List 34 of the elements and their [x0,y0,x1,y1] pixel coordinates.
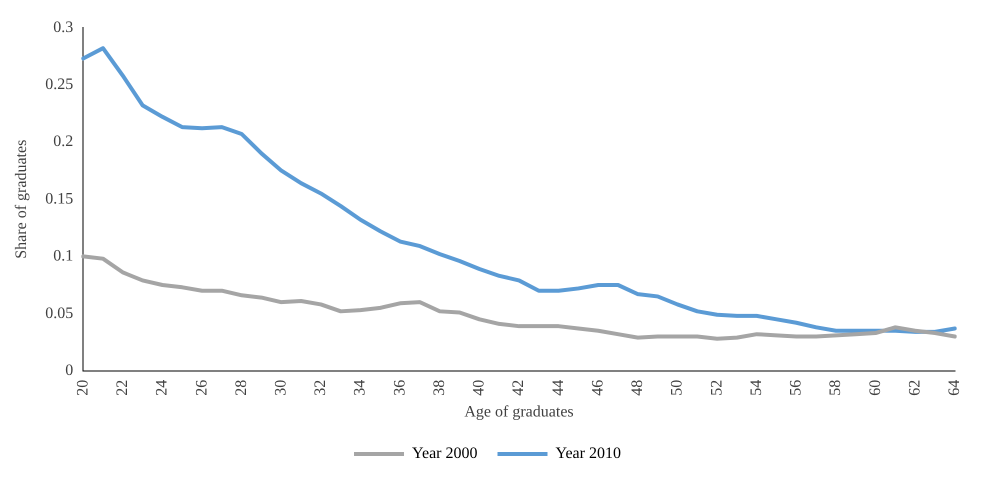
x-tick-label: 24 [154,380,171,396]
x-tick-label: 32 [312,380,330,396]
y-tick-label: 0.3 [53,18,74,36]
y-tick-label: 0.1 [53,248,74,265]
y-tick-label: 0.05 [45,304,74,322]
y-tick-label: 0.25 [45,76,74,94]
x-tick-label: 22 [114,380,132,396]
legend-label: Year 2010 [556,445,621,462]
x-tick-label: 64 [946,380,964,396]
x-tick-label: 34 [352,380,369,396]
x-tick-label: 50 [668,380,686,396]
x-tick-label: 62 [906,380,924,396]
x-tick-label: 46 [589,380,606,396]
x-tick-label: 38 [430,380,448,396]
x-tick-label: 60 [866,380,884,396]
x-tick-label: 40 [470,380,488,396]
y-tick-label: 0.15 [45,190,74,208]
y-tick-label: 0 [65,362,74,380]
x-axis-title: Age of graduates [464,404,574,421]
x-tick-label: 26 [193,380,210,396]
x-tick-label: 44 [550,380,567,396]
x-tick-label: 28 [232,380,250,396]
legend-label: Year 2000 [412,445,478,462]
x-tick-label: 58 [827,380,844,396]
x-tick-label: 56 [788,380,805,396]
x-tick-label: 36 [391,380,408,396]
x-tick-label: 42 [510,380,528,396]
y-tick-label: 0.2 [53,133,74,150]
y-axis-title: Share of graduates [12,140,30,259]
x-tick-label: 20 [74,380,92,396]
x-tick-label: 48 [629,380,646,396]
x-tick-label: 30 [272,380,290,396]
x-tick-label: 52 [708,380,726,396]
x-tick-label: 54 [748,380,765,396]
